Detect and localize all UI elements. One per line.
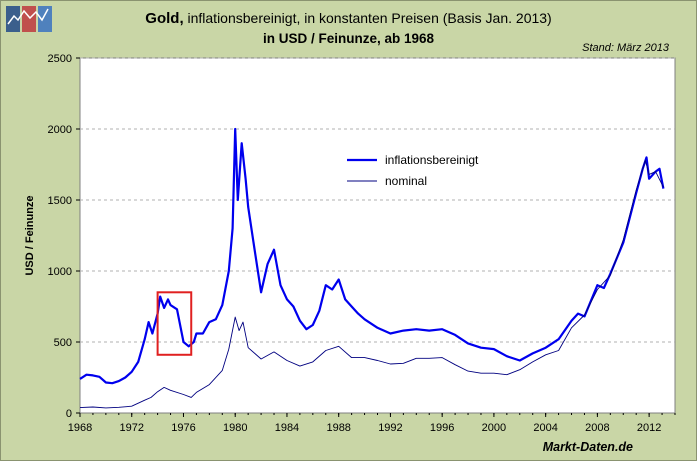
y-tick-label: 1000 <box>48 266 72 278</box>
x-tick-label: 1976 <box>171 422 195 434</box>
x-tick-label: 2000 <box>482 422 506 434</box>
chart-title-block: Gold, inflationsbereinigt, in konstanten… <box>0 10 697 46</box>
y-tick-label: 2000 <box>48 124 72 136</box>
chart-title: Gold, inflationsbereinigt, in konstanten… <box>145 10 552 27</box>
x-tick-label: 1992 <box>378 422 402 434</box>
x-tick-label: 1984 <box>275 422 299 434</box>
legend-label-0: inflationsbereinigt <box>385 153 479 167</box>
x-tick-label: 1972 <box>119 422 143 434</box>
x-tick-label: 2004 <box>533 422 557 434</box>
x-tick-label: 2012 <box>637 422 661 434</box>
chart-logo-icon[interactable] <box>6 6 52 32</box>
x-tick-label: 1988 <box>326 422 350 434</box>
x-tick-label: 2008 <box>585 422 609 434</box>
highlight-box <box>156 291 193 356</box>
x-tick-label: 1980 <box>223 422 247 434</box>
chart-subtitle: in USD / Feinunze, ab 1968 <box>262 31 435 46</box>
brand-link[interactable]: Markt-Daten.de <box>542 440 633 454</box>
y-tick-label: 500 <box>54 337 72 349</box>
x-tick-label: 1996 <box>430 422 454 434</box>
y-tick-label: 0 <box>66 408 72 420</box>
y-tick-label: 1500 <box>48 195 72 207</box>
legend-label-1: nominal <box>385 174 427 188</box>
series-line-nominal <box>79 159 664 409</box>
plot-area <box>79 57 676 414</box>
x-tick-label: 1968 <box>68 422 92 434</box>
y-tick-label: 2500 <box>48 53 72 65</box>
stand-date: Stand: März 2013 <box>582 42 669 54</box>
y-axis-label: USD / Feinunze <box>24 195 36 275</box>
